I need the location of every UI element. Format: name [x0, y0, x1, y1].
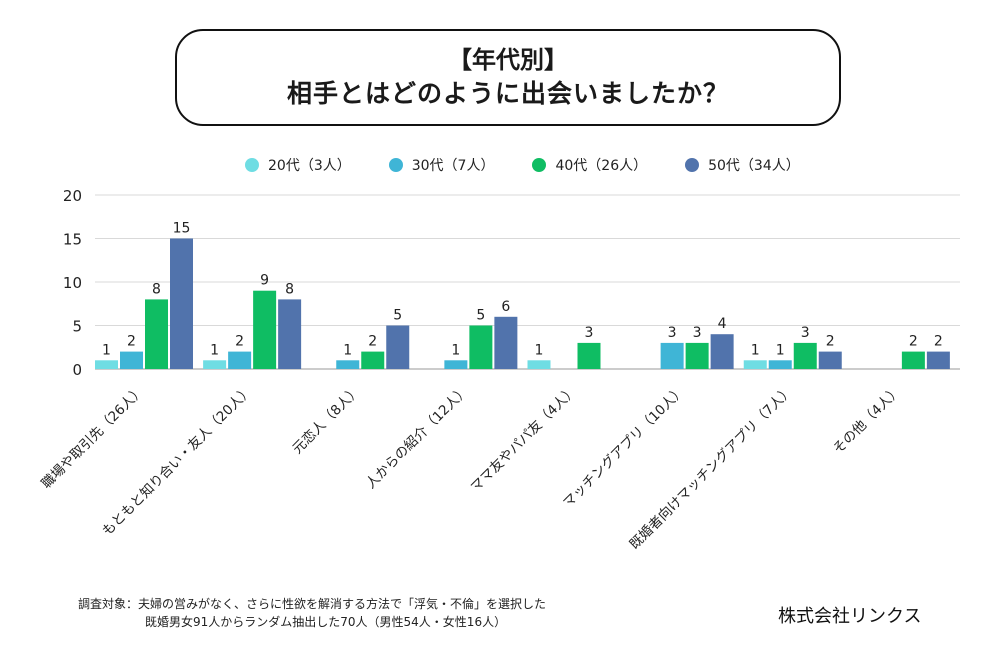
- legend-item-40s: 40代（26人）: [532, 155, 647, 175]
- bar-married-matching-app-30s: [768, 360, 792, 369]
- y-tick-label: 10: [63, 274, 82, 292]
- bar-friends-50s: [278, 299, 302, 369]
- legend: 20代（3人） 30代（7人） 40代（26人） 50代（34人）: [245, 155, 800, 175]
- x-tick-label-workplace: 職場や取引先（26人）: [39, 383, 148, 492]
- data-label: 1: [776, 342, 785, 358]
- data-label: 8: [152, 281, 161, 297]
- bar-married-matching-app-50s: [818, 351, 842, 369]
- legend-item-20s: 20代（3人）: [245, 155, 351, 175]
- data-label: 8: [285, 281, 294, 297]
- legend-label-40s: 40代（26人）: [555, 158, 648, 174]
- company-name: 株式会社リンクス: [778, 606, 922, 627]
- data-label: 3: [585, 325, 594, 341]
- bar-workplace-50s: [170, 238, 193, 369]
- x-tick-label-introduction: 人からの紹介（12人）: [363, 383, 472, 492]
- data-label: 3: [693, 325, 702, 341]
- bar-workplace-20s: [95, 360, 118, 369]
- legend-swatch-50s: [685, 158, 700, 172]
- y-tick-label: 5: [72, 318, 82, 336]
- legend-label-30s: 30代（7人）: [411, 158, 495, 174]
- bar-introduction-30s: [444, 360, 468, 369]
- bar-parent-friends-40s: [577, 342, 601, 369]
- data-label: 4: [718, 316, 727, 332]
- legend-swatch-20s: [245, 158, 259, 172]
- legend-item-30s: 30代（7人）: [388, 155, 495, 175]
- data-label: 1: [343, 342, 352, 358]
- data-label: 3: [668, 325, 677, 341]
- bar-parent-friends-20s: [527, 360, 551, 369]
- bar-friends-40s: [253, 290, 277, 369]
- data-label: 2: [127, 334, 136, 350]
- x-tick-label-matching-app: マッチングアプリ（10人）: [560, 383, 688, 511]
- survey-note-line2: 既婚男女91人からランダム抽出した70人（男性54人・女性16人）: [145, 615, 507, 629]
- x-tick-label-parent-friends: ママ友やパパ友（4人）: [468, 383, 581, 496]
- y-tick-label: 20: [63, 187, 82, 205]
- data-label: 2: [909, 334, 918, 350]
- bar-workplace-30s: [120, 351, 143, 369]
- survey-note-line1: 調査対象：夫婦の営みがなく、さらに性欲を解消する方法で「浮気・不倫」を選択した: [78, 597, 547, 611]
- data-label: 1: [102, 342, 111, 358]
- bar-other-40s: [901, 351, 925, 369]
- data-label: 2: [826, 334, 835, 350]
- data-label: 1: [451, 342, 460, 358]
- bar-introduction-40s: [469, 325, 493, 369]
- x-tick-label-other: その他（4人）: [830, 383, 905, 458]
- data-label: 15: [173, 221, 191, 237]
- bar-married-matching-app-20s: [743, 360, 767, 369]
- bar-ex-partner-30s: [336, 360, 360, 369]
- legend-swatch-40s: [532, 158, 547, 172]
- bar-workplace-40s: [145, 299, 168, 369]
- x-tick-label-ex-partner: 元恋人（8人）: [289, 382, 364, 457]
- data-label: 5: [476, 308, 485, 324]
- data-label: 2: [368, 334, 377, 350]
- bar-other-50s: [926, 351, 950, 369]
- survey-note: 調査対象：夫婦の営みがなく、さらに性欲を解消する方法で「浮気・不倫」を選択した …: [78, 595, 546, 631]
- y-tick-label: 15: [63, 231, 82, 249]
- data-label: 2: [934, 334, 943, 350]
- bar-ex-partner-50s: [386, 325, 410, 369]
- data-label: 9: [260, 273, 269, 289]
- bar-ex-partner-40s: [361, 351, 385, 369]
- data-label: 1: [210, 342, 219, 358]
- data-label: 5: [393, 308, 402, 324]
- chart-title-line2: 相手とはどのように出会いましたか？: [286, 78, 729, 108]
- bar-friends-30s: [228, 351, 252, 369]
- data-label: 6: [501, 299, 510, 315]
- title-box: 【年代別】 相手とはどのように出会いましたか？: [175, 29, 841, 126]
- legend-item-50s: 50代（34人）: [685, 155, 800, 175]
- bar-matching-app-30s: [660, 342, 684, 369]
- bar-friends-20s: [203, 360, 227, 369]
- bar-introduction-50s: [494, 316, 518, 369]
- chart-title-line1: 【年代別】: [448, 45, 568, 74]
- bar-matching-app-50s: [710, 334, 734, 369]
- data-label: 1: [535, 342, 544, 358]
- legend-label-20s: 20代（3人）: [268, 158, 351, 174]
- bar-matching-app-40s: [685, 342, 709, 369]
- bar-married-matching-app-40s: [793, 342, 817, 369]
- y-tick-label: 0: [72, 361, 82, 379]
- legend-swatch-30s: [388, 158, 403, 172]
- data-label: 1: [751, 342, 760, 358]
- legend-label-50s: 50代（34人）: [708, 158, 800, 174]
- data-label: 2: [235, 334, 244, 350]
- data-label: 3: [801, 325, 810, 341]
